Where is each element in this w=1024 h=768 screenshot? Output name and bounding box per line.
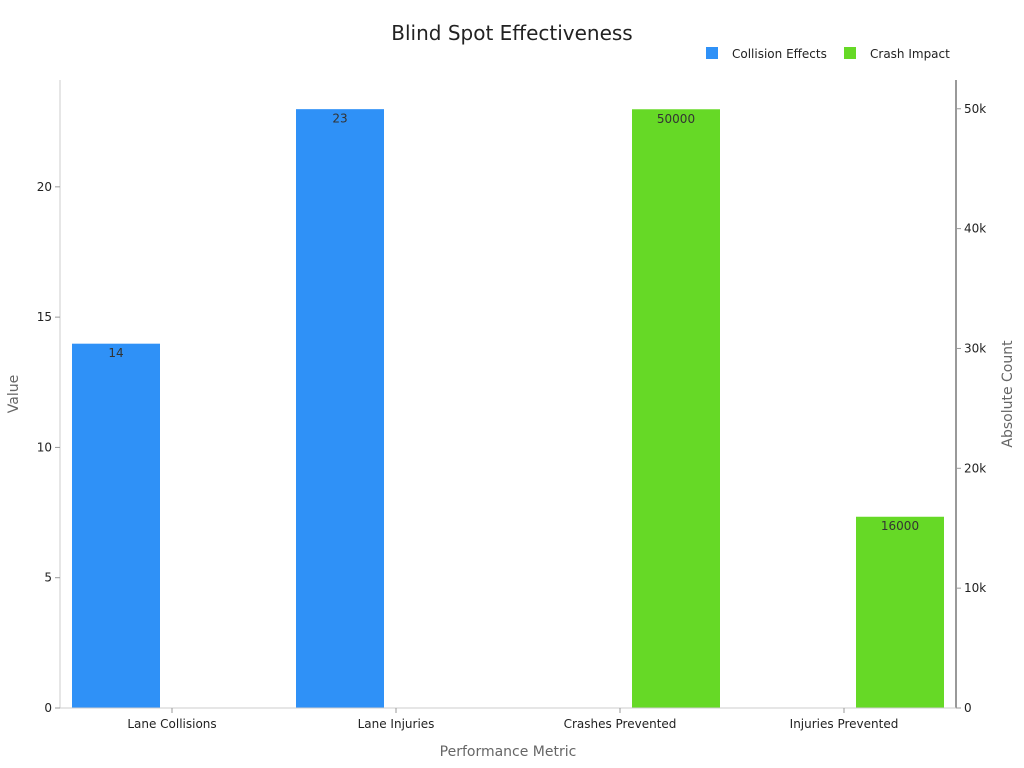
x-tick-label-injuries-prevented: Injuries Prevented — [790, 717, 899, 731]
left-y-tick-label: 5 — [44, 571, 52, 585]
x-ticks: Lane Collisions Lane Injuries Crashes Prev… — [127, 708, 898, 731]
x-axis-label: Performance Metric — [440, 744, 577, 760]
data-label-crashes-prevented: 50000 — [657, 112, 695, 126]
bar-crashes-prevented — [631, 108, 721, 709]
left-y-tick-label: 20 — [37, 180, 52, 194]
legend-swatch-collision-effects — [706, 47, 718, 59]
x-tick-label-lane-collisions: Lane Collisions — [127, 717, 216, 731]
legend-label-collision-effects: Collision Effects — [732, 47, 827, 61]
x-tick-label-crashes-prevented: Crashes Prevented — [564, 717, 677, 731]
right-y-tick-label: 0 — [964, 701, 972, 715]
legend-label-crash-impact: Crash Impact — [870, 47, 950, 61]
bar-lane-injuries — [295, 108, 385, 709]
data-label-lane-collisions: 14 — [108, 346, 123, 360]
left-y-axis-label: Value — [6, 375, 22, 413]
right-y-tick-label: 40k — [964, 222, 986, 236]
left-y-ticks: 0 5 10 15 20 — [37, 180, 60, 715]
left-y-tick-label: 15 — [37, 310, 52, 324]
right-y-tick-label: 30k — [964, 341, 986, 355]
left-y-tick-label: 10 — [37, 440, 52, 454]
right-y-ticks: 0 10k 20k 30k 40k 50k — [956, 102, 986, 715]
data-label-lane-injuries: 23 — [332, 112, 347, 126]
right-y-tick-label: 50k — [964, 102, 986, 116]
left-y-tick-label: 0 — [44, 701, 52, 715]
bars-group — [71, 108, 945, 709]
right-y-tick-label: 10k — [964, 581, 986, 595]
bar-injuries-prevented — [855, 515, 945, 709]
right-y-axis-label: Absolute Count — [1000, 340, 1016, 448]
chart-title: Blind Spot Effectiveness — [391, 21, 632, 45]
right-y-tick-label: 20k — [964, 461, 986, 475]
bar-lane-collisions — [71, 342, 161, 709]
data-label-injuries-prevented: 16000 — [881, 519, 919, 533]
data-labels-group: 14 23 50000 16000 — [108, 112, 919, 534]
legend-swatch-crash-impact — [844, 47, 856, 59]
legend: Collision Effects Crash Impact — [706, 47, 950, 61]
x-tick-label-lane-injuries: Lane Injuries — [358, 717, 435, 731]
